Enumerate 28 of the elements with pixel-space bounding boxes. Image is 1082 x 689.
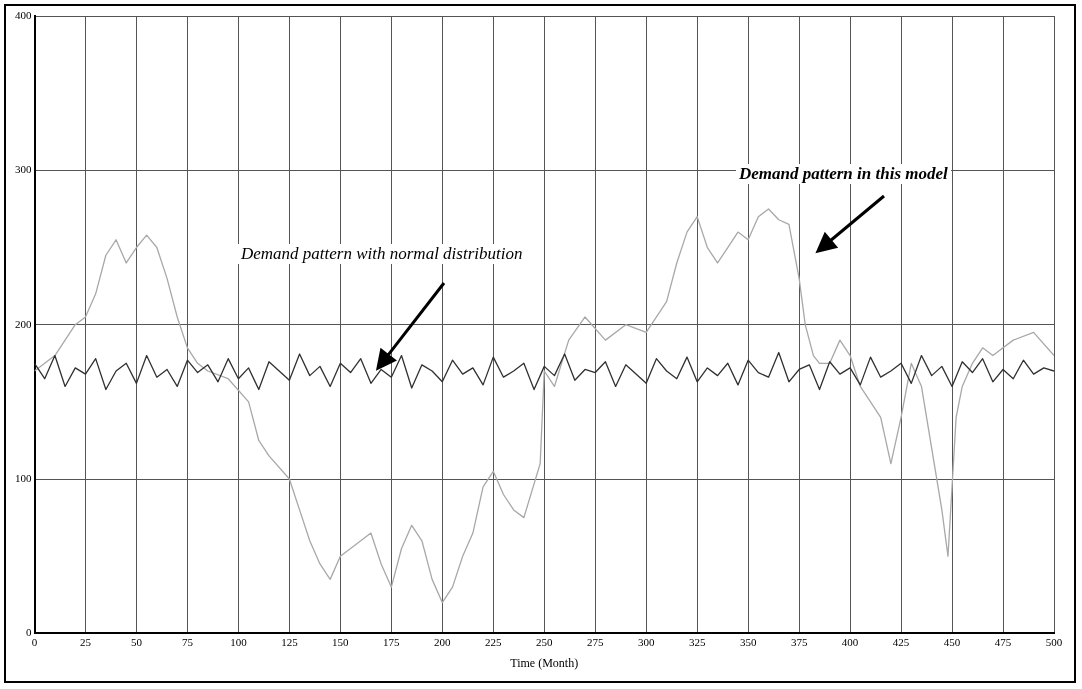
x-tick-label: 175 [383, 635, 401, 648]
x-tick-label: 500 [1045, 635, 1063, 648]
x-tick-label: 150 [332, 635, 350, 648]
y-tick-label: 0 [26, 626, 32, 639]
x-tick-label: 350 [739, 635, 757, 648]
x-tick-label: 425 [892, 635, 910, 648]
annotation: Demand pattern in this model [736, 164, 951, 184]
x-tick-label: 400 [841, 635, 859, 648]
x-tick-label: 125 [281, 635, 299, 648]
y-tick-label: 400 [15, 8, 32, 21]
annotation: Demand pattern with normal distribution [238, 244, 526, 264]
x-tick-label: 475 [994, 635, 1012, 648]
y-tick-label: 100 [15, 471, 32, 484]
y-tick-label: 200 [15, 317, 32, 330]
x-tick-label: 300 [637, 635, 655, 648]
x-tick-label: 450 [943, 635, 961, 648]
x-axis-title: Time (Month) [510, 655, 579, 670]
x-tick-label: 50 [130, 635, 143, 648]
x-tick-label: 225 [485, 635, 503, 648]
x-tick-label: 200 [434, 635, 452, 648]
x-tick-label: 100 [230, 635, 248, 648]
x-tick-label: 275 [586, 635, 604, 648]
x-tick-label: 250 [536, 635, 553, 648]
x-tick-label: 75 [181, 635, 194, 648]
x-tick-label: 325 [688, 635, 706, 648]
x-tick-label: 375 [790, 635, 808, 648]
x-tick-label: 25 [79, 635, 92, 648]
y-tick-label: 300 [15, 163, 32, 176]
